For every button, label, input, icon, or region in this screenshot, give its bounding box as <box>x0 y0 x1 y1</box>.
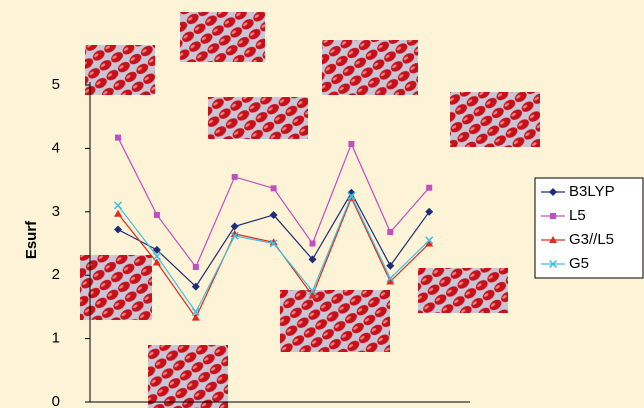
structure-image <box>418 268 508 313</box>
data-point <box>154 212 160 218</box>
data-point <box>114 226 122 234</box>
data-point <box>425 208 433 216</box>
legend-label: G3//L5 <box>569 231 614 248</box>
y-tick-label: 0 <box>52 393 60 408</box>
structure-image <box>322 40 418 95</box>
legend-label: B3LYP <box>569 183 615 200</box>
chart: Esurf 0 1 2 3 4 5 B3LYP L5 G3//L5 G5 <box>0 0 644 408</box>
series-line <box>118 138 429 267</box>
data-point <box>115 135 121 141</box>
structure-image <box>85 45 155 95</box>
data-point <box>114 210 122 217</box>
structure-image <box>148 345 228 408</box>
legend-marker <box>550 213 556 219</box>
data-point <box>115 202 122 209</box>
data-point <box>387 229 393 235</box>
y-tick-label: 2 <box>52 266 60 283</box>
structure-image <box>180 12 265 62</box>
data-point <box>271 185 277 191</box>
data-point <box>310 241 316 247</box>
y-tick-label: 4 <box>52 139 60 156</box>
y-tick-label: 3 <box>52 203 60 220</box>
structure-image <box>80 255 152 320</box>
data-point <box>193 264 199 270</box>
data-point <box>426 185 432 191</box>
data-point <box>232 174 238 180</box>
data-point <box>386 262 394 270</box>
y-tick-label: 5 <box>52 76 60 93</box>
y-tick-label: 1 <box>52 330 60 347</box>
y-axis-label: Esurf <box>23 220 40 259</box>
structure-image <box>208 97 308 139</box>
legend-label: G5 <box>569 255 589 272</box>
structure-image <box>280 290 390 352</box>
structure-image <box>450 92 540 147</box>
data-point <box>348 141 354 147</box>
structure-images <box>80 12 540 408</box>
data-point <box>231 222 239 230</box>
legend-label: L5 <box>569 207 586 224</box>
